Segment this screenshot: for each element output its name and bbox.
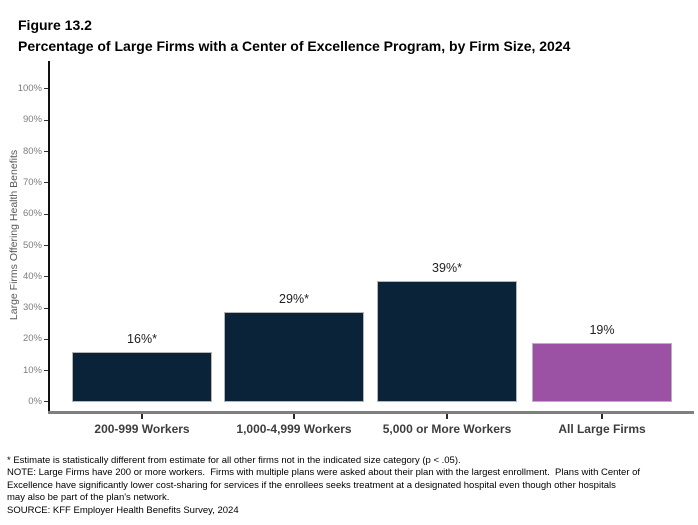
x-tick-mark xyxy=(446,414,448,419)
x-axis-line xyxy=(48,411,694,414)
bar-value-label: 39%* xyxy=(432,261,462,275)
y-tick-mark xyxy=(44,339,48,340)
bar xyxy=(72,352,212,402)
bar-group: 39%* xyxy=(377,61,517,402)
x-tick-mark xyxy=(293,414,295,419)
bar-group: 19% xyxy=(532,61,672,402)
x-tick-mark xyxy=(601,414,603,419)
plot-area: 16%* 29%* 39%* 19% xyxy=(48,61,694,402)
bar xyxy=(224,312,364,402)
y-tick-label: 100% xyxy=(17,83,42,94)
y-tick-label: 50% xyxy=(22,240,42,251)
y-tick-label: 90% xyxy=(22,114,42,125)
y-tick-label: 20% xyxy=(22,333,42,344)
y-tick-label: 60% xyxy=(22,208,42,219)
footnote-asterisk: * Estimate is statistically different fr… xyxy=(7,455,461,466)
footnote-source: SOURCE: KFF Employer Health Benefits Sur… xyxy=(7,504,239,516)
y-tick-label: 70% xyxy=(22,177,42,188)
y-tick-mark xyxy=(44,214,48,215)
figure-label: Figure 13.2 xyxy=(18,17,92,33)
figure-title: Percentage of Large Firms with a Center … xyxy=(18,38,571,54)
y-tick-label: 0% xyxy=(28,396,42,407)
y-tick-label: 40% xyxy=(22,271,42,282)
y-tick-mark xyxy=(44,245,48,246)
y-tick-mark xyxy=(44,120,48,121)
y-tick-mark xyxy=(44,182,48,183)
x-axis-label: 5,000 or More Workers xyxy=(382,422,512,436)
bar-value-label: 19% xyxy=(589,323,615,337)
bar-value-label: 16%* xyxy=(127,332,157,346)
x-axis-label: All Large Firms xyxy=(558,422,646,436)
y-tick-label: 30% xyxy=(22,302,42,313)
y-axis-line xyxy=(48,61,50,413)
bar-group: 29%* xyxy=(224,61,364,402)
y-tick-mark xyxy=(44,401,48,402)
y-tick-mark xyxy=(44,88,48,89)
bar xyxy=(532,343,672,402)
y-tick-mark xyxy=(44,370,48,371)
bar xyxy=(377,281,517,402)
footnotes: * Estimate is statistically different fr… xyxy=(7,455,640,517)
footnote-note: Excellence have significantly lower cost… xyxy=(7,479,616,491)
x-axis-label: 1,000-4,999 Workers xyxy=(236,422,352,436)
y-tick-mark xyxy=(44,308,48,309)
y-tick-label: 80% xyxy=(22,146,42,157)
x-tick-mark xyxy=(141,414,143,419)
y-tick-mark xyxy=(44,276,48,277)
y-axis-title: Large Firms Offering Health Benefits xyxy=(8,149,20,321)
bar-value-label: 29%* xyxy=(279,292,309,306)
y-tick-mark xyxy=(44,151,48,152)
y-tick-label: 10% xyxy=(22,365,42,376)
x-axis-label: 200-999 Workers xyxy=(94,422,190,436)
bar-group: 16%* xyxy=(72,61,212,402)
footnote-note: NOTE: Large Firms have 200 or more worke… xyxy=(7,467,641,479)
footnote-note: may also be part of the plan's network. xyxy=(7,492,170,504)
